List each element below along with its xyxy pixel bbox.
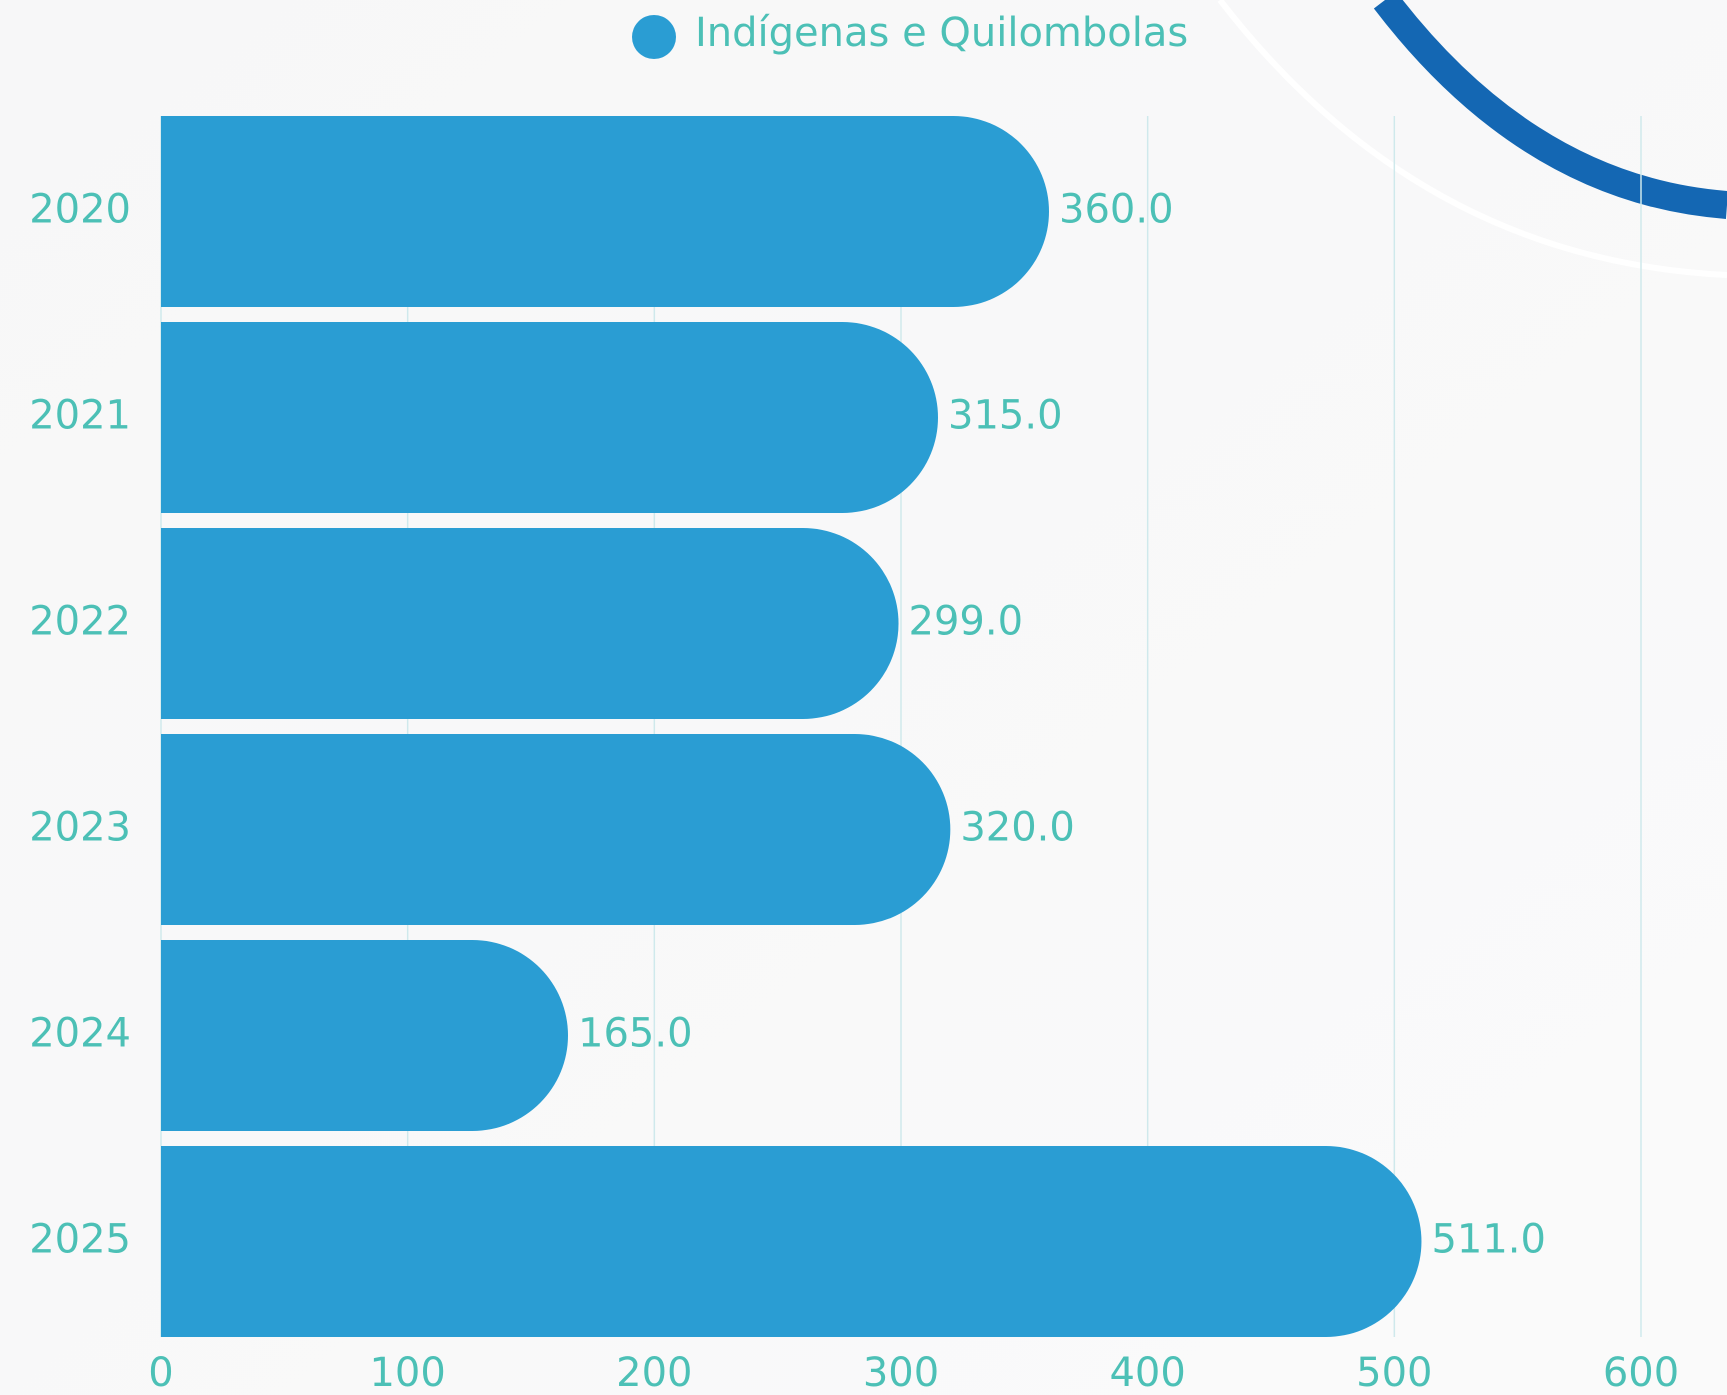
bar [161, 940, 568, 1131]
y-tick-label: 2020 [29, 187, 131, 233]
bar [161, 734, 951, 926]
x-tick-label: 400 [1109, 1350, 1185, 1395]
value-label: 299.0 [909, 599, 1024, 645]
bar [161, 116, 1049, 307]
value-label: 511.0 [1431, 1217, 1546, 1263]
decor-arc [1373, 0, 1727, 219]
value-label: 315.0 [948, 393, 1063, 439]
y-tick-label: 2023 [29, 805, 131, 851]
value-label: 165.0 [578, 1011, 693, 1057]
y-tick-label: 2021 [29, 393, 131, 439]
x-tick-label: 100 [369, 1350, 445, 1395]
x-tick-label: 0 [148, 1350, 173, 1395]
value-label: 320.0 [960, 805, 1075, 851]
y-tick-label: 2024 [29, 1011, 131, 1057]
legend-marker [632, 15, 676, 59]
bar [161, 322, 939, 513]
x-tick-label: 300 [863, 1350, 939, 1395]
bar [161, 1146, 1422, 1337]
decor-arc [1217, 0, 1727, 278]
x-tick-label: 200 [616, 1350, 692, 1395]
value-label: 360.0 [1059, 187, 1174, 233]
legend-label: Indígenas e Quilombolas [695, 10, 1188, 56]
y-tick-label: 2022 [29, 599, 131, 645]
bar [161, 528, 899, 719]
x-tick-label: 600 [1603, 1350, 1679, 1395]
x-tick-label: 500 [1356, 1350, 1432, 1395]
y-tick-label: 2025 [29, 1217, 131, 1263]
